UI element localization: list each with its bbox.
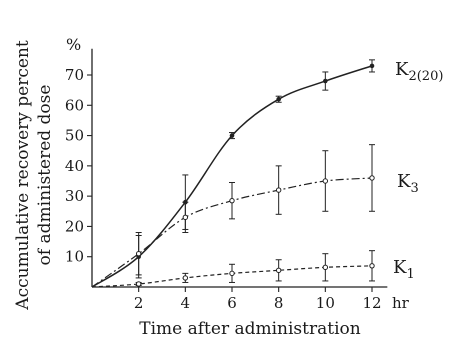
series-label: K3 <box>397 171 419 196</box>
x-tick-label: 8 <box>274 294 284 312</box>
y-axis-title-line1: Accumulative recovery percent <box>13 40 33 311</box>
y-tick-label: 20 <box>65 217 84 235</box>
series-label-main: K <box>397 171 411 192</box>
series-label-main: K <box>395 59 409 80</box>
data-point <box>275 187 282 193</box>
y-tick-label: 70 <box>65 66 84 84</box>
data-point <box>135 281 142 287</box>
data-point <box>275 267 282 274</box>
data-point <box>369 175 375 181</box>
x-tick-label: 10 <box>316 294 335 312</box>
x-tick-label: 4 <box>181 294 191 312</box>
y-tick-label: 60 <box>65 96 84 114</box>
y-tick-label: 10 <box>65 248 84 266</box>
data-point <box>323 78 328 84</box>
x-tick-label: 6 <box>227 294 237 312</box>
series-label-main: K <box>393 257 407 278</box>
data-point <box>369 63 375 69</box>
y-axis-title: Accumulative recovery percent of adminis… <box>13 40 55 311</box>
y-tick-label: 50 <box>65 127 84 145</box>
x-tick-label: 2 <box>134 294 144 312</box>
y-tick-label: 40 <box>65 157 84 175</box>
series-label: K1 <box>393 257 415 282</box>
data-point <box>229 197 235 204</box>
data-point <box>322 178 329 184</box>
data-point <box>322 264 329 271</box>
series-label: K2(20) <box>395 59 443 84</box>
x-tick-label: 12 <box>362 294 381 312</box>
y-axis-title-line2: of administered dose <box>35 85 55 266</box>
series-label-sub: 3 <box>410 181 418 196</box>
y-tick-label: 30 <box>65 187 84 205</box>
data-point <box>135 250 142 257</box>
series-line <box>91 65 373 288</box>
series-label-sub: 2(20) <box>408 69 443 84</box>
series-k3 <box>91 144 375 288</box>
y-unit-label: % <box>66 35 81 54</box>
data-point <box>229 270 235 277</box>
data-point <box>369 263 375 269</box>
series-k2-20- <box>91 59 375 288</box>
series-k1 <box>91 250 375 288</box>
data-point <box>182 214 189 221</box>
series-layer <box>91 59 375 288</box>
data-point <box>182 275 189 281</box>
series-label-sub: 1 <box>406 267 414 282</box>
axes <box>91 48 388 288</box>
x-axis-title: Time after administration <box>139 319 360 339</box>
axis-ticks: 10 20 30 40 50 60 70 2 4 6 8 10 12 hr <box>65 66 410 312</box>
data-point <box>276 96 281 102</box>
x-unit-label: hr <box>392 294 410 312</box>
data-point <box>229 133 235 138</box>
